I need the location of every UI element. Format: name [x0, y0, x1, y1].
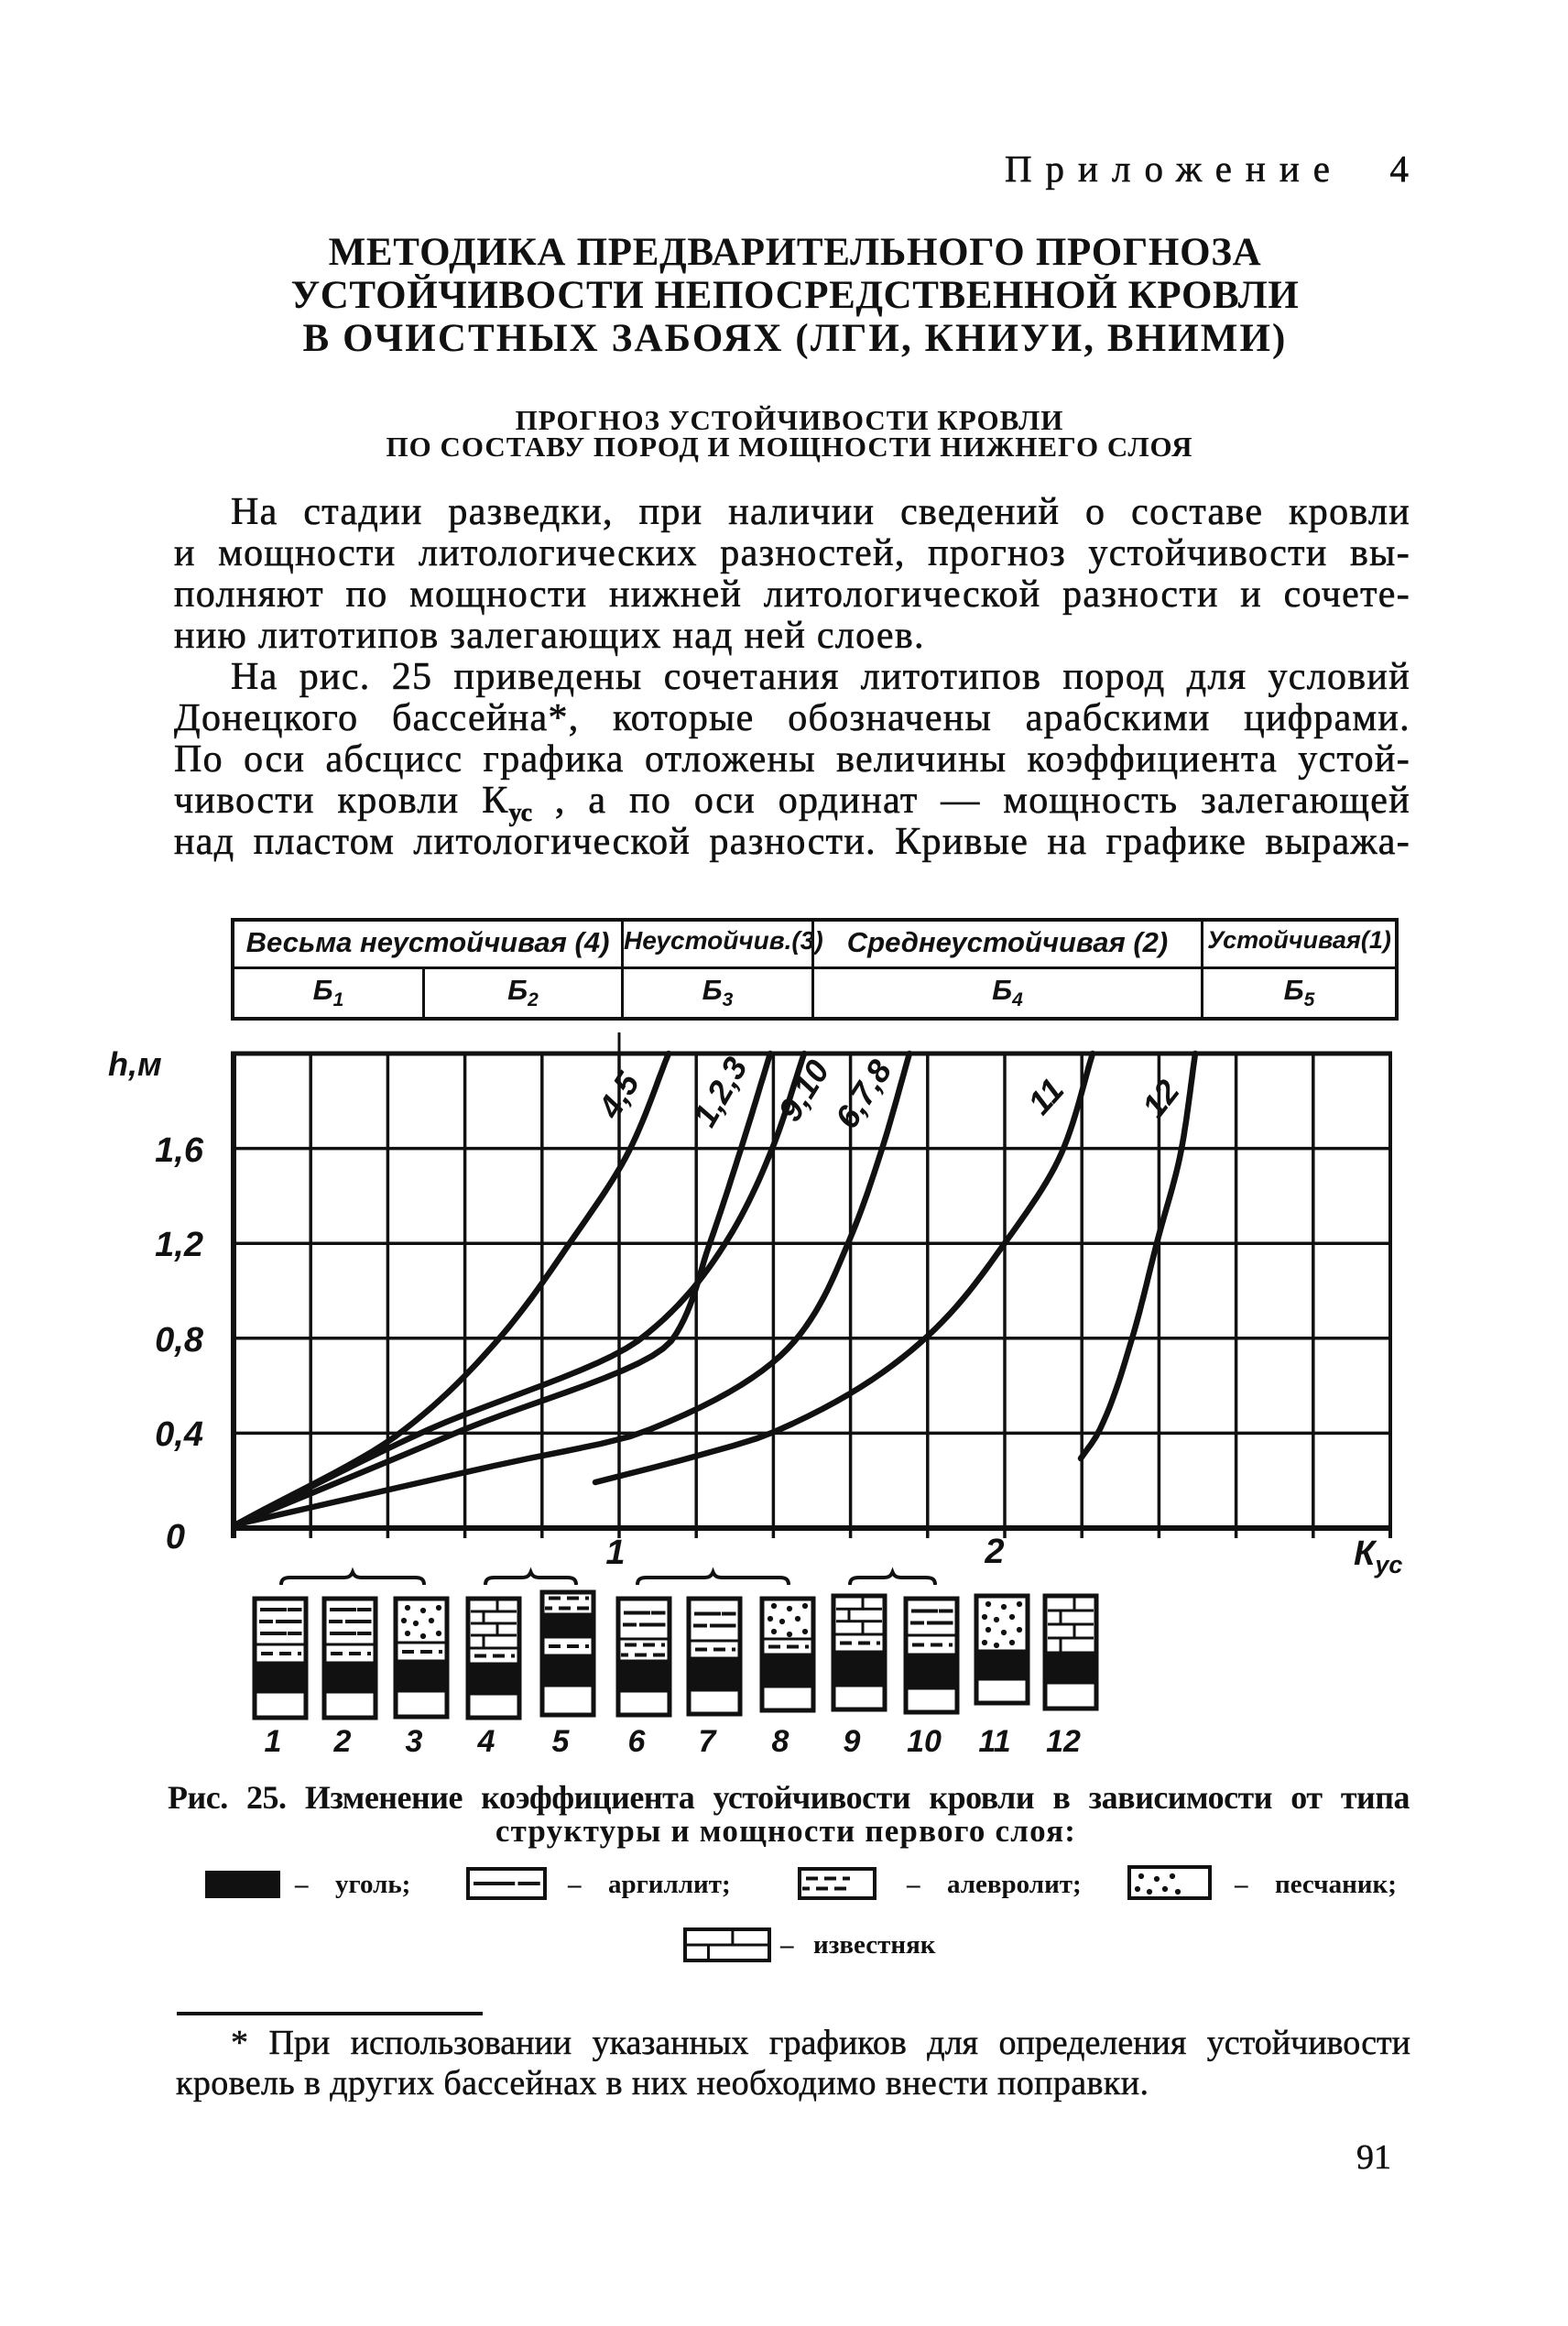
svg-text:7: 7 — [699, 1724, 718, 1759]
svg-text:0,8: 0,8 — [155, 1321, 204, 1360]
svg-text:11: 11 — [978, 1724, 1010, 1759]
svg-text:1: 1 — [605, 1534, 625, 1572]
svg-text:6: 6 — [628, 1724, 647, 1759]
svg-text:–: – — [906, 1870, 920, 1899]
svg-text:–: – — [1234, 1870, 1248, 1899]
svg-text:известняк: известняк — [813, 1930, 936, 1960]
svg-text:1: 1 — [265, 1724, 282, 1759]
svg-text:12: 12 — [1046, 1724, 1081, 1759]
svg-text:аргиллит;: аргиллит; — [608, 1870, 731, 1899]
svg-text:4,5: 4,5 — [590, 1065, 647, 1125]
svg-text:–: – — [294, 1870, 309, 1899]
svg-text:–: – — [567, 1870, 582, 1899]
svg-text:песчаник;: песчаник; — [1275, 1870, 1397, 1899]
svg-text:9: 9 — [844, 1724, 861, 1759]
svg-text:1,2: 1,2 — [155, 1226, 203, 1264]
svg-text:2: 2 — [984, 1533, 1004, 1571]
svg-text:4: 4 — [477, 1724, 495, 1759]
svg-text:11: 11 — [1020, 1071, 1071, 1121]
svg-text:уголь;: уголь; — [335, 1870, 410, 1899]
svg-text:h,м: h,м — [108, 1045, 162, 1083]
svg-text:8: 8 — [772, 1724, 789, 1759]
svg-text:алевролит;: алевролит; — [947, 1870, 1082, 1899]
svg-text:Кус: Кус — [1354, 1534, 1402, 1578]
svg-text:3: 3 — [406, 1724, 423, 1759]
svg-text:0: 0 — [166, 1518, 185, 1556]
svg-text:1,6: 1,6 — [155, 1131, 204, 1170]
svg-text:2: 2 — [333, 1724, 352, 1759]
svg-text:10: 10 — [907, 1724, 942, 1759]
svg-text:9,10: 9,10 — [770, 1054, 836, 1128]
svg-text:12: 12 — [1135, 1073, 1187, 1125]
svg-text:5: 5 — [552, 1724, 571, 1759]
svg-text:0,4: 0,4 — [155, 1415, 203, 1454]
svg-text:–: – — [779, 1930, 794, 1960]
